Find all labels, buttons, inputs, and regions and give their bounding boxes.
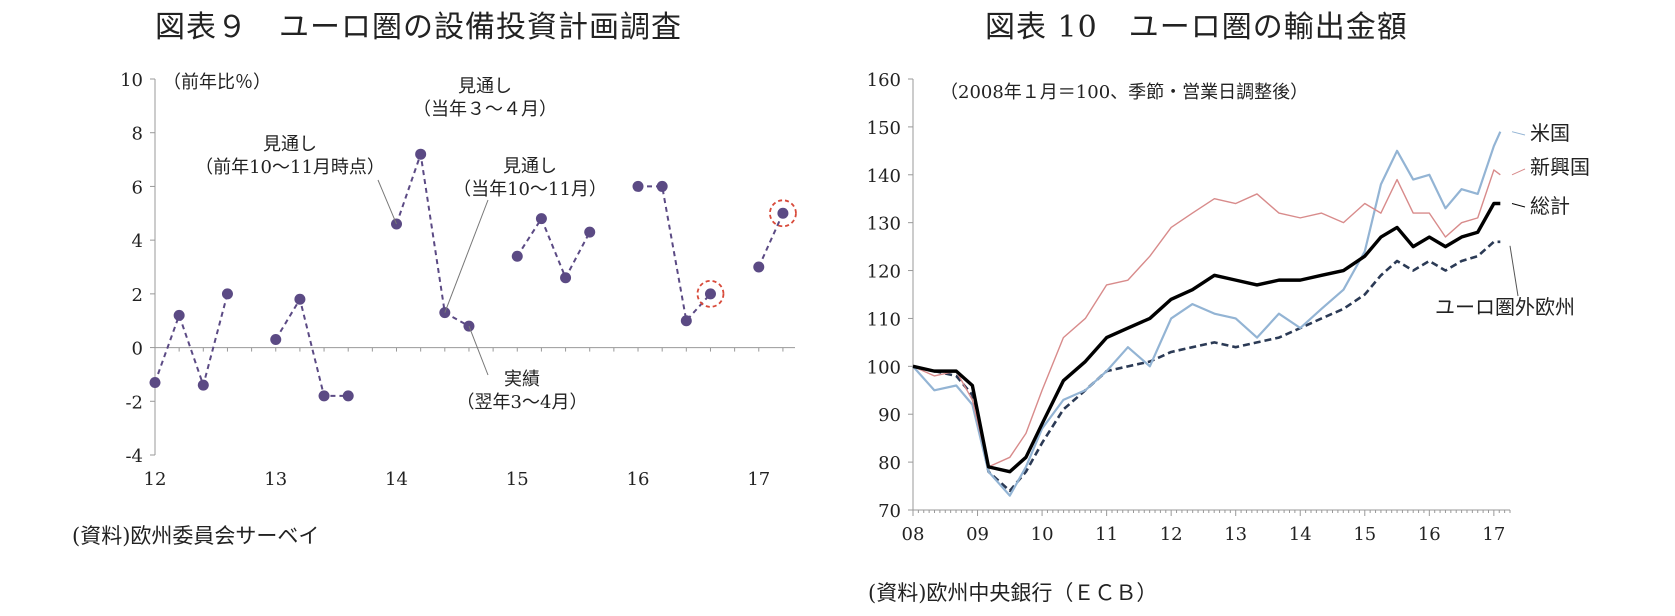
right-y-tick-label: 160 bbox=[867, 70, 901, 91]
right-x-tick-label: 08 bbox=[902, 524, 925, 545]
left-x-tick-label: 16 bbox=[627, 469, 650, 490]
left-annotation-text: 見通し bbox=[458, 76, 512, 97]
left-highlight-circle bbox=[696, 279, 725, 308]
left-data-point bbox=[415, 148, 427, 160]
left-annotation-leader bbox=[377, 179, 397, 225]
right-chart-title: 図表 10 ユーロ圏の輸出金額 bbox=[985, 10, 1408, 45]
left-x-tick-label: 14 bbox=[385, 469, 408, 490]
right-y-tick-label: 150 bbox=[867, 118, 901, 139]
left-data-point bbox=[704, 288, 716, 300]
left-data-point bbox=[511, 250, 523, 262]
left-data-point bbox=[753, 261, 765, 273]
left-annotation-text: （当年10～11月） bbox=[453, 179, 607, 200]
right-y-tick-label: 100 bbox=[867, 357, 901, 378]
right-x-tick-label: 15 bbox=[1353, 524, 1376, 545]
left-series-line bbox=[154, 293, 229, 389]
left-annotation-text: （前年10～11月時点） bbox=[195, 157, 385, 178]
left-annotation-text: （翌年3～4月） bbox=[457, 392, 588, 413]
left-data-point bbox=[656, 180, 668, 192]
left-annotation-text: 見通し bbox=[503, 156, 557, 177]
left-series-line bbox=[516, 216, 591, 281]
left-data-point bbox=[270, 334, 282, 346]
left-annotation-text: 実績 bbox=[504, 369, 540, 390]
right-legend-arrow bbox=[1511, 168, 1526, 176]
left-annotation-leader bbox=[468, 325, 489, 376]
left-annotation-text: 見通し bbox=[263, 134, 317, 155]
left-data-point bbox=[342, 390, 354, 402]
left-annotation-text: （当年３～４月） bbox=[413, 99, 557, 120]
left-data-point bbox=[777, 207, 789, 219]
left-x-tick-label: 15 bbox=[506, 469, 529, 490]
right-legend-arrow bbox=[1511, 131, 1526, 136]
left-y-tick-label: 2 bbox=[132, 285, 143, 306]
right-legend-label: 米国 bbox=[1530, 121, 1570, 145]
right-y-tick-label: 110 bbox=[867, 309, 901, 330]
right-x-tick-label: 11 bbox=[1095, 524, 1118, 545]
left-unit-label: （前年比％） bbox=[163, 72, 271, 93]
left-series-line bbox=[395, 153, 470, 327]
right-x-tick-label: 17 bbox=[1482, 524, 1505, 545]
left-x-tick-label: 12 bbox=[144, 469, 167, 490]
right-x-tick-label: 14 bbox=[1289, 524, 1312, 545]
left-y-tick-label: -2 bbox=[125, 392, 143, 413]
left-data-point bbox=[173, 309, 185, 321]
left-data-point bbox=[149, 376, 161, 388]
right-y-tick-label: 140 bbox=[867, 166, 901, 187]
right-legend-label: ユーロ圏外欧州 bbox=[1435, 295, 1575, 319]
right-x-tick-label: 09 bbox=[966, 524, 989, 545]
left-data-point bbox=[318, 390, 330, 402]
right-legend-label: 総計 bbox=[1530, 194, 1570, 218]
left-data-point bbox=[535, 213, 547, 225]
right-chart-source: (資料)欧州中央銀行（ＥＣＢ） bbox=[868, 581, 1158, 605]
right-y-tick-label: 130 bbox=[867, 214, 901, 235]
right-legend-label: 新興国 bbox=[1530, 155, 1590, 179]
left-data-point bbox=[294, 293, 306, 305]
left-y-tick-label: 6 bbox=[132, 177, 143, 198]
left-annotation-leader bbox=[444, 199, 489, 313]
left-y-tick-label: 0 bbox=[132, 339, 143, 360]
left-y-tick-label: 8 bbox=[132, 124, 143, 145]
right-x-tick-label: 13 bbox=[1224, 524, 1247, 545]
right-y-tick-label: 80 bbox=[878, 453, 901, 474]
right-y-tick-label: 120 bbox=[867, 262, 901, 283]
left-chart-title: 図表９ ユーロ圏の設備投資計画調査 bbox=[155, 10, 682, 45]
left-data-point bbox=[221, 288, 233, 300]
left-chart-source: (資料)欧州委員会サーベイ bbox=[72, 524, 320, 548]
right-y-tick-label: 70 bbox=[878, 501, 901, 522]
right-legend-arrow bbox=[1511, 203, 1526, 208]
left-data-point bbox=[560, 272, 572, 284]
left-x-tick-label: 13 bbox=[264, 469, 287, 490]
right-series-line-0 bbox=[912, 131, 1502, 497]
left-data-point bbox=[197, 379, 209, 391]
left-data-point bbox=[632, 180, 644, 192]
right-series-line-1 bbox=[912, 169, 1501, 468]
right-series-line-2 bbox=[912, 201, 1501, 474]
right-x-tick-label: 12 bbox=[1160, 524, 1183, 545]
left-y-tick-label: 4 bbox=[132, 231, 143, 252]
right-x-tick-label: 16 bbox=[1418, 524, 1441, 545]
left-y-tick-label: -4 bbox=[125, 446, 143, 467]
left-data-point bbox=[584, 226, 596, 238]
right-y-tick-label: 90 bbox=[878, 405, 901, 426]
left-series-line bbox=[757, 212, 784, 268]
left-series-line bbox=[638, 185, 712, 323]
left-y-tick-label: 10 bbox=[120, 70, 143, 91]
left-highlight-circle bbox=[769, 199, 797, 228]
right-series-line-3 bbox=[912, 240, 1501, 493]
right-x-tick-label: 10 bbox=[1031, 524, 1054, 545]
right-legend-arrow bbox=[1509, 245, 1519, 297]
left-x-tick-label: 17 bbox=[747, 469, 770, 490]
left-data-point bbox=[680, 315, 692, 327]
right-unit-label: （2008年１月＝100、季節・営業日調整後） bbox=[940, 82, 1308, 103]
